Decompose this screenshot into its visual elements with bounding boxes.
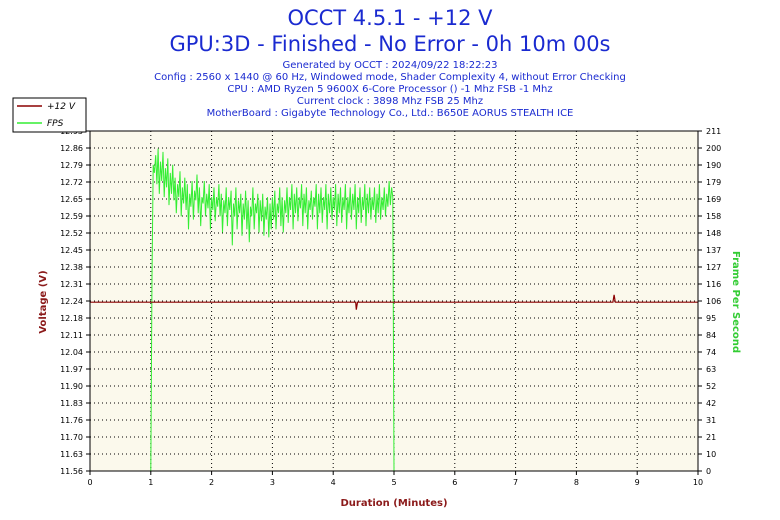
x-tick-label: 5 (391, 478, 396, 487)
chart-title: OCCT 4.5.1 - +12 V (287, 6, 493, 30)
y-left-tick-label: 11.97 (60, 365, 83, 374)
legend-box (12, 97, 87, 133)
y-right-tick-label: 52 (706, 382, 716, 391)
legend: +12 V FPS (12, 97, 87, 133)
y-right-tick-label: 95 (706, 314, 716, 323)
y-right-tick-label: 116 (706, 280, 721, 289)
y-left-tick-label: 11.90 (60, 382, 83, 391)
x-axis-label: Duration (Minutes) (340, 498, 447, 509)
y-left-tick-label: 12.79 (60, 161, 83, 170)
y-right-tick-label: 21 (706, 433, 716, 442)
x-tick-label: 0 (87, 478, 92, 487)
y-right-tick-label: 148 (706, 229, 721, 238)
info-motherboard: MotherBoard : Gigabyte Technology Co., L… (206, 108, 574, 119)
info-config: Config : 2560 x 1440 @ 60 Hz, Windowed m… (154, 72, 626, 83)
x-tick-label: 8 (574, 478, 579, 487)
y-left-tick-label: 12.59 (60, 212, 83, 221)
y-left-tick-label: 11.76 (60, 416, 83, 425)
series-layer (90, 148, 698, 472)
series-voltage-line (90, 294, 698, 310)
y-left-tick-label: 11.70 (60, 433, 83, 442)
x-tick-label: 10 (693, 478, 703, 487)
y-right-tick-label: 127 (706, 263, 721, 272)
plot-frame (89, 130, 699, 472)
y-left-tick-label: 11.56 (60, 467, 83, 476)
y-right-tick-label: 63 (706, 365, 716, 374)
chart-subtitle: GPU:3D - Finished - No Error - 0h 10m 00… (169, 32, 611, 56)
x-tick-label: 1 (148, 478, 153, 487)
y-left-tick-label: 12.52 (60, 229, 83, 238)
legend-fps-label: FPS (47, 119, 64, 129)
x-tick-label: 6 (452, 478, 457, 487)
x-tick-label: 3 (270, 478, 275, 487)
y-right-tick-label: 106 (706, 297, 721, 306)
y-right-tick-label: 74 (706, 348, 716, 357)
y-left-tick-label: 12.65 (60, 195, 83, 204)
y-right-tick-label: 158 (706, 212, 721, 221)
x-tick-label: 2 (209, 478, 214, 487)
y-left-tick-label: 12.11 (60, 331, 83, 340)
y-axis-right-label: Frame Per Second (730, 251, 741, 353)
y-right-tick-label: 179 (706, 178, 721, 187)
y-right-tick-label: 42 (706, 399, 716, 408)
info-clock: Current clock : 3898 Mhz FSB 25 Mhz (296, 96, 484, 107)
y-right-tick-label: 190 (706, 161, 721, 170)
y-right-tick-label: 84 (706, 331, 716, 340)
y-right-tick-label: 0 (706, 467, 711, 476)
y-right-tick-label: 31 (706, 416, 716, 425)
y-left-tick-label: 12.38 (60, 263, 83, 272)
y-right-tick-label: 200 (706, 144, 721, 153)
info-cpu: CPU : AMD Ryzen 5 9600X 6-Core Processor… (227, 84, 553, 95)
y-left-tick-label: 11.63 (60, 450, 83, 459)
y-right-tick-label: 211 (706, 127, 721, 136)
y-left-tick-label: 12.31 (60, 280, 83, 289)
y-left-tick-label: 12.24 (60, 297, 83, 306)
x-tick-label: 9 (635, 478, 640, 487)
y-left-tick-label: 12.72 (60, 178, 83, 187)
y-axis-left-label: Voltage (V) (38, 270, 49, 333)
legend-voltage-label: +12 V (47, 102, 76, 112)
series-fps-line (150, 148, 395, 472)
y-left-tick-label: 12.45 (60, 246, 83, 255)
info-generated: Generated by OCCT : 2024/09/22 18:22:23 (282, 60, 498, 71)
y-left-tick-label: 11.83 (60, 399, 83, 408)
axes (86, 130, 702, 475)
x-tick-label: 7 (513, 478, 518, 487)
y-right-tick-label: 169 (706, 195, 721, 204)
y-left-tick-label: 12.04 (60, 348, 83, 357)
y-right-tick-label: 137 (706, 246, 721, 255)
y-left-tick-label: 12.86 (60, 144, 83, 153)
x-tick-label: 4 (331, 478, 336, 487)
y-right-tick-label: 10 (706, 450, 716, 459)
y-left-tick-label: 12.18 (60, 314, 83, 323)
